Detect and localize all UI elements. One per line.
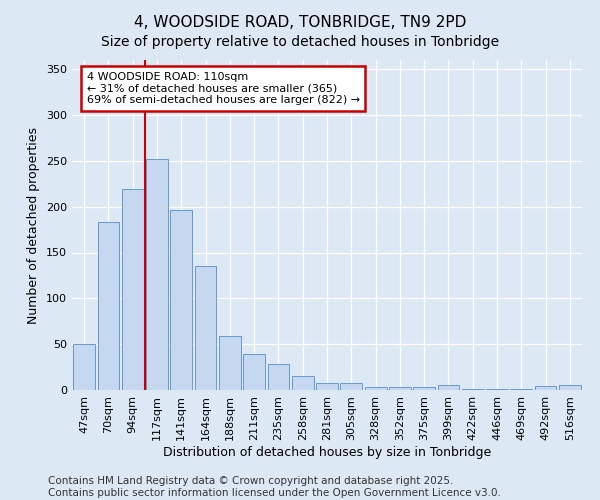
Bar [389,387,411,390]
Text: 4 WOODSIDE ROAD: 110sqm
← 31% of detached houses are smaller (365)
69% of semi-d: 4 WOODSIDE ROAD: 110sqm ← 31% of detache… [86,72,359,105]
X-axis label: Distribution of detached houses by size in Tonbridge: Distribution of detached houses by size … [163,446,491,458]
Bar [243,354,265,390]
Y-axis label: Number of detached properties: Number of detached properties [28,126,40,324]
Bar [170,210,192,390]
Text: 4, WOODSIDE ROAD, TONBRIDGE, TN9 2PD: 4, WOODSIDE ROAD, TONBRIDGE, TN9 2PD [134,15,466,30]
Bar [122,189,143,390]
Text: Size of property relative to detached houses in Tonbridge: Size of property relative to detached ho… [101,35,499,49]
Bar [194,266,217,390]
Bar [486,389,508,390]
Bar [340,382,362,390]
Bar [97,222,119,390]
Bar [413,387,435,390]
Bar [219,336,241,390]
Bar [437,386,460,390]
Bar [146,159,168,390]
Bar [559,386,581,390]
Bar [511,389,532,390]
Bar [73,344,95,390]
Text: Contains HM Land Registry data © Crown copyright and database right 2025.
Contai: Contains HM Land Registry data © Crown c… [48,476,501,498]
Bar [292,376,314,390]
Bar [268,364,289,390]
Bar [535,386,556,390]
Bar [316,382,338,390]
Bar [462,389,484,390]
Bar [365,387,386,390]
